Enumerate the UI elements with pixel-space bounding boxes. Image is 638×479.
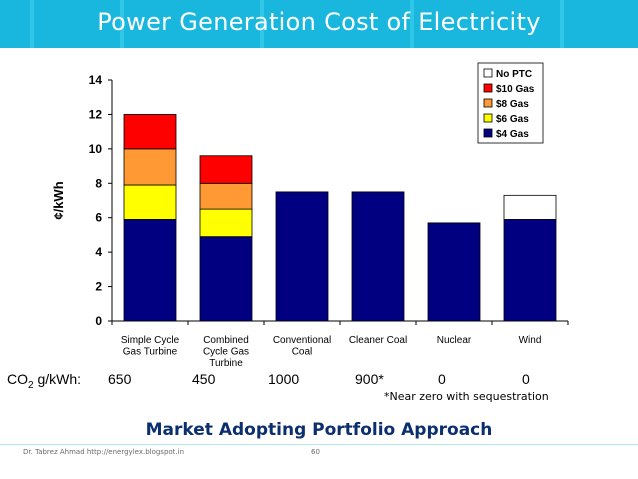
y-tick-label: 10 (89, 142, 103, 156)
co2-value-cleaner-coal: 900* (355, 371, 384, 387)
co2-label: CO2 g/kWh: (7, 371, 82, 391)
y-tick-label: 14 (89, 73, 103, 87)
y-tick-label: 2 (95, 280, 102, 294)
x-category-label: Combined (203, 335, 249, 346)
x-category-label: Simple Cycle (121, 335, 180, 346)
co2-value-simple-cycle: 650 (108, 371, 132, 387)
bar-segment (199, 155, 253, 184)
x-category-label: Gas Turbine (123, 347, 178, 358)
y-tick-label: 12 (89, 107, 103, 121)
legend-swatch (483, 68, 493, 78)
bar-segment (199, 236, 253, 322)
x-category-label: Coal (292, 347, 313, 358)
y-tick-label: 4 (95, 245, 102, 259)
bar-segment (503, 219, 557, 322)
bar-segment (503, 194, 557, 220)
footer-author: Dr. Tabrez Ahmad http://energylex.blogsp… (23, 448, 185, 456)
legend-label: $10 Gas (496, 84, 535, 95)
legend-label: $4 Gas (496, 129, 529, 140)
band-stripe (30, 0, 34, 48)
band-stripe (560, 0, 564, 48)
bar-segment (199, 208, 253, 238)
y-axis-title: ¢/kWh (51, 181, 66, 219)
co2-value-combined-cycle: 450 (192, 371, 216, 387)
legend-swatch (483, 83, 493, 93)
x-category-label: Nuclear (437, 335, 472, 346)
bar-segment (427, 222, 481, 322)
title-band (0, 0, 638, 48)
footer-divider (0, 444, 638, 445)
x-category-label: Turbine (209, 358, 243, 369)
bar-segment (351, 191, 405, 322)
co2-value-wind: 0 (522, 371, 530, 387)
x-category-label: Cleaner Coal (349, 335, 407, 346)
legend-swatch (483, 98, 493, 108)
bar-segment (123, 148, 177, 186)
co2-value-conventional-coal: 1000 (268, 371, 300, 387)
slide-title: Power Generation Cost of Electricity (97, 8, 541, 36)
y-tick-label: 8 (95, 176, 102, 190)
legend-label: $8 Gas (496, 99, 529, 110)
x-category-label: Conventional (273, 335, 331, 346)
sequestration-footnote: *Near zero with sequestration (384, 390, 549, 403)
bar-segment (123, 219, 177, 322)
legend-swatch (483, 113, 493, 123)
slide-subtitle: Market Adopting Portfolio Approach (145, 420, 493, 440)
bar-segment (199, 182, 253, 210)
bar-segment (123, 114, 177, 150)
band-stripe (410, 0, 414, 48)
page-number: 60 (311, 448, 320, 456)
band-stripe (260, 0, 264, 48)
co2-value-nuclear: 0 (438, 371, 446, 387)
legend-swatch (483, 128, 493, 138)
legend-label: $6 Gas (496, 114, 529, 125)
bar-segment (275, 191, 329, 322)
x-category-label: Cycle Gas (203, 347, 249, 358)
bar-segment (123, 184, 177, 220)
y-tick-label: 6 (95, 211, 102, 225)
legend-label: No PTC (496, 69, 532, 80)
band-stripe (120, 0, 124, 48)
y-tick-label: 0 (95, 314, 102, 328)
x-category-label: Wind (519, 335, 542, 346)
